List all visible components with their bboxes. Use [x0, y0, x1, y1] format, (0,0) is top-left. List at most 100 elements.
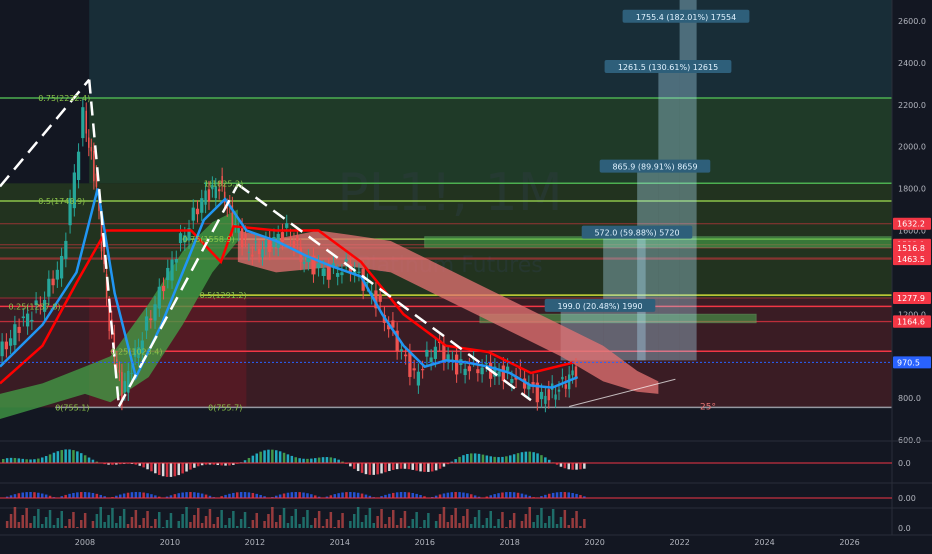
osc3-bar-41 [162, 527, 165, 528]
candle-125 [480, 368, 483, 375]
candle-22 [91, 147, 93, 151]
osc2-bar-77 [302, 493, 305, 498]
osc1-bar-79 [310, 459, 313, 463]
osc2-bar-105 [412, 493, 415, 498]
candle-76 [272, 237, 275, 247]
osc1-bar-10 [41, 457, 44, 463]
candle-109 [413, 368, 416, 370]
osc1-bar-67 [263, 450, 266, 463]
candle-44 [158, 287, 161, 309]
osc2-bar-101 [396, 492, 399, 498]
osc2-bar-86 [337, 493, 340, 498]
osc1-bar-18 [72, 450, 75, 463]
candle-11 [47, 279, 50, 297]
osc1-bar-15 [61, 450, 64, 463]
osc3-bar-120 [470, 524, 473, 528]
fib-label-2: 1(1825.2) [204, 179, 243, 188]
osc3-bar-26 [103, 522, 106, 528]
projection-label-2: 865.9 (89.91%) 8659 [612, 163, 697, 172]
osc3-bar-55 [217, 517, 220, 528]
osc3-bar-50 [197, 508, 200, 528]
candle-96 [357, 272, 360, 273]
watermark: PL1!, 1M [337, 163, 562, 223]
osc1-bar-72 [283, 453, 286, 463]
osc3-bar-72 [283, 508, 286, 528]
osc1-bar-66 [259, 452, 262, 463]
osc1-bar-22 [88, 458, 91, 463]
osc1-bar-7 [29, 459, 32, 463]
osc1-bar-98 [384, 463, 387, 472]
osc2-bar-142 [556, 492, 559, 498]
osc1-bar-101 [396, 463, 399, 469]
candle-129 [497, 371, 500, 376]
osc2-bar-32 [127, 493, 130, 498]
osc2-bar-146 [571, 493, 574, 498]
osc3-bar-46 [181, 514, 184, 528]
osc3-bar-119 [466, 509, 469, 528]
osc2-bar-73 [287, 493, 290, 498]
candle-79 [285, 223, 288, 228]
osc3-bar-129 [505, 527, 508, 528]
osc3-bar-19 [76, 527, 79, 528]
osc1-bar-120 [470, 453, 473, 463]
osc3-bar-133 [521, 521, 524, 528]
osc3-bar-59 [232, 511, 235, 528]
candle-13 [56, 270, 59, 280]
osc3-bar-105 [412, 519, 415, 528]
osc2-bar-89 [349, 492, 352, 498]
osc3-bar-1 [6, 521, 8, 528]
candle-55 [204, 190, 206, 204]
osc1-bar-21 [84, 455, 87, 463]
osc2-bar-36 [142, 493, 145, 498]
osc1-bar-0 [2, 459, 5, 463]
projection-label-0: 1755.4 (182.01%) 17554 [636, 13, 736, 22]
osc1-bar-19 [76, 451, 79, 463]
candle-110 [417, 372, 420, 386]
osc3-bar-123 [482, 525, 485, 528]
candle-15 [64, 241, 67, 259]
osc1-bar-134 [525, 452, 528, 463]
osc3-bar-107 [419, 527, 422, 528]
osc1-bar-82 [322, 457, 325, 463]
osc1-bar-128 [501, 457, 504, 463]
osc2-bar-50 [197, 493, 200, 498]
osc3-bar-42 [166, 520, 169, 528]
osc2-bar-88 [345, 492, 348, 498]
fib-label-0: 0.75(2232.4) [38, 94, 90, 103]
candle-56 [208, 189, 210, 201]
osc3-bar-100 [392, 510, 395, 528]
osc3-bar-108 [423, 520, 426, 528]
candle-145 [561, 377, 563, 379]
candle-114 [434, 347, 437, 359]
y-tick-0: 2600.0 [898, 17, 926, 26]
osc2-bar-132 [517, 493, 520, 498]
osc3-bar-98 [384, 524, 387, 528]
osc3-bar-35 [139, 525, 142, 528]
candle-126 [485, 363, 488, 364]
osc2-bar-93 [365, 495, 368, 498]
osc2-bar-48 [189, 492, 192, 498]
candle-68 [244, 234, 246, 239]
candle-74 [265, 240, 267, 247]
osc1-bar-70 [275, 450, 278, 463]
osc1-bar-102 [400, 463, 403, 469]
osc2-bar-144 [564, 492, 567, 498]
candle-141 [548, 389, 550, 400]
osc1-bar-83 [326, 457, 329, 463]
candle-53 [196, 209, 199, 215]
osc2-bar-8 [33, 492, 36, 498]
osc3-bar-139 [544, 523, 547, 528]
candle-93 [345, 259, 348, 261]
osc1-bar-3 [14, 458, 17, 463]
candle-7 [30, 320, 33, 322]
osc3-bar-2 [10, 514, 13, 528]
osc3-bar-51 [201, 523, 204, 528]
osc1-bar-131 [513, 454, 516, 463]
osc3-bar-31 [123, 509, 126, 528]
osc3-bar-33 [131, 517, 134, 528]
osc1-bar-96 [376, 463, 379, 474]
osc3-bar-102 [400, 518, 403, 528]
osc1-bar-136 [532, 452, 535, 463]
osc3-bar-14 [57, 518, 60, 528]
